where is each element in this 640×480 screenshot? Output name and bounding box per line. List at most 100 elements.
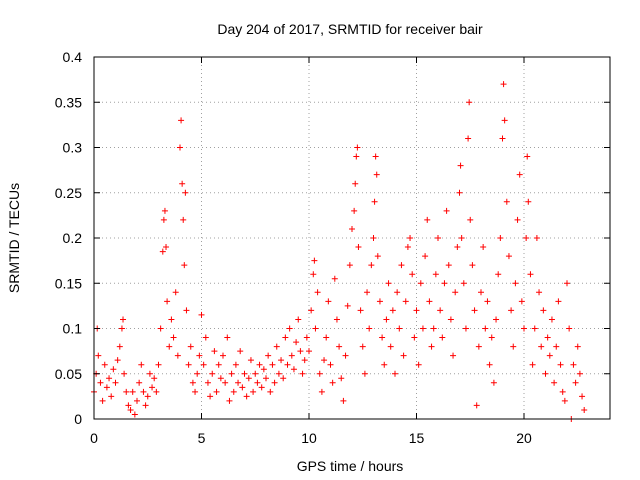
data-point: [327, 361, 334, 368]
data-point: [112, 379, 119, 386]
data-point: [490, 379, 497, 386]
data-point: [478, 289, 484, 296]
data-point: [155, 361, 162, 368]
data-point: [404, 244, 411, 251]
data-point: [514, 216, 521, 223]
data-point: [220, 352, 226, 359]
data-point: [269, 361, 276, 368]
data-point: [508, 307, 515, 314]
data-point: [394, 289, 401, 296]
data-point: [118, 325, 125, 332]
data-point: [576, 370, 583, 377]
data-point: [142, 402, 149, 409]
data-point: [342, 352, 349, 359]
data-point: [110, 366, 117, 373]
data-point: [136, 379, 143, 386]
data-point: [361, 370, 368, 377]
data-point: [245, 375, 252, 382]
data-point: [138, 361, 145, 368]
data-point: [353, 153, 360, 160]
data-point: [299, 370, 306, 377]
data-points: [91, 81, 588, 422]
data-point: [357, 307, 364, 314]
data-point: [409, 271, 416, 278]
data-point: [566, 325, 573, 332]
data-point: [146, 370, 153, 377]
data-point: [196, 352, 203, 359]
data-point: [445, 262, 452, 269]
data-point: [290, 366, 297, 373]
data-point: [282, 334, 289, 341]
data-point: [103, 384, 110, 391]
data-point: [475, 343, 482, 350]
data-point: [456, 189, 463, 196]
data-point: [344, 302, 351, 309]
data-point: [447, 316, 454, 323]
data-point: [166, 343, 173, 350]
data-point: [480, 244, 487, 251]
data-point: [194, 370, 201, 377]
data-point: [525, 198, 532, 205]
data-point: [466, 99, 473, 106]
data-point: [241, 370, 248, 377]
data-point: [437, 307, 444, 314]
data-point: [116, 343, 123, 350]
data-point: [134, 397, 140, 404]
data-point: [471, 307, 478, 314]
data-point: [213, 388, 220, 395]
data-point: [312, 325, 319, 332]
data-point: [250, 388, 257, 395]
data-point: [331, 275, 338, 282]
data-point: [417, 280, 424, 287]
data-point: [179, 180, 186, 187]
data-point: [352, 180, 359, 187]
data-point: [371, 198, 378, 205]
data-point: [314, 289, 321, 296]
data-point: [258, 384, 265, 391]
data-point: [457, 162, 464, 169]
data-point: [351, 207, 358, 214]
data-point: [174, 352, 181, 359]
data-point: [323, 334, 330, 341]
data-point: [172, 289, 179, 296]
data-point: [256, 361, 263, 368]
data-point: [501, 117, 508, 124]
data-point: [243, 393, 250, 400]
axis-ticks: 0 0.05 0.1 0.15 0.2 0.25 0.3 0.35 0.4 0 5 10 15 20: [55, 49, 610, 446]
data-point: [503, 198, 510, 205]
data-point: [183, 307, 190, 314]
data-point: [226, 397, 233, 404]
x-tick-label: 20: [516, 430, 532, 446]
data-point: [572, 379, 579, 386]
data-point: [379, 334, 386, 341]
data-point: [303, 334, 310, 341]
data-point: [473, 402, 480, 409]
data-point: [271, 379, 278, 386]
data-point: [439, 334, 446, 341]
data-point: [432, 271, 439, 278]
data-point: [108, 393, 115, 400]
data-point: [419, 325, 426, 332]
data-point: [161, 207, 168, 214]
chart-title: Day 204 of 2017, SRMTID for receiver bai…: [217, 21, 483, 37]
data-point: [381, 361, 388, 368]
data-point: [125, 402, 132, 409]
data-point: [235, 379, 242, 386]
data-point: [559, 388, 566, 395]
data-point: [469, 262, 476, 269]
y-tick-label: 0: [74, 411, 82, 427]
data-point: [140, 388, 147, 395]
data-point: [428, 343, 435, 350]
data-point: [551, 379, 558, 386]
data-point: [325, 298, 332, 305]
data-point: [411, 334, 418, 341]
data-point: [533, 235, 540, 241]
data-point: [385, 280, 392, 287]
data-point: [97, 379, 104, 386]
data-point: [512, 280, 519, 287]
data-point: [422, 253, 429, 260]
data-point: [106, 375, 113, 382]
data-point: [189, 379, 196, 386]
data-point: [529, 361, 536, 368]
data-point: [247, 357, 254, 364]
